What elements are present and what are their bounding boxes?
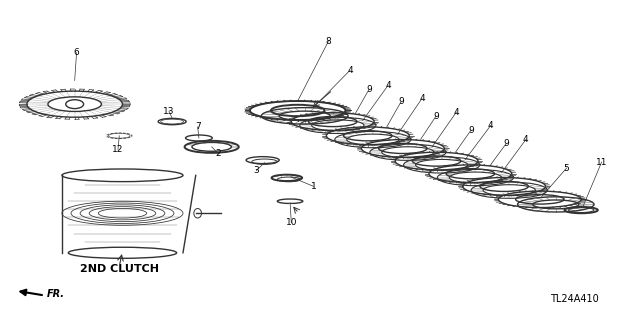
Text: 4: 4 bbox=[488, 121, 493, 130]
Text: 2: 2 bbox=[215, 149, 221, 158]
Text: 9: 9 bbox=[398, 97, 404, 107]
Text: 9: 9 bbox=[433, 112, 439, 121]
Text: 10: 10 bbox=[285, 218, 297, 227]
Text: 5: 5 bbox=[564, 164, 570, 173]
Text: 4: 4 bbox=[419, 94, 425, 103]
Text: 9: 9 bbox=[503, 139, 509, 148]
Text: 11: 11 bbox=[596, 158, 607, 167]
Text: 9: 9 bbox=[366, 85, 372, 94]
Text: FR.: FR. bbox=[47, 289, 65, 299]
Text: 6: 6 bbox=[74, 48, 79, 57]
Text: 4: 4 bbox=[385, 81, 391, 90]
Text: 9: 9 bbox=[468, 126, 474, 135]
Text: 1: 1 bbox=[311, 182, 317, 191]
Text: 4: 4 bbox=[454, 108, 459, 116]
Text: 7: 7 bbox=[195, 122, 200, 131]
Text: 13: 13 bbox=[163, 107, 175, 115]
Text: 3: 3 bbox=[253, 166, 259, 175]
Text: TL24A410: TL24A410 bbox=[550, 294, 599, 304]
Text: 4: 4 bbox=[523, 135, 529, 144]
Text: 4: 4 bbox=[347, 66, 353, 75]
Text: 2ND CLUTCH: 2ND CLUTCH bbox=[80, 263, 159, 274]
Text: 8: 8 bbox=[325, 37, 331, 46]
Text: 12: 12 bbox=[112, 145, 124, 154]
